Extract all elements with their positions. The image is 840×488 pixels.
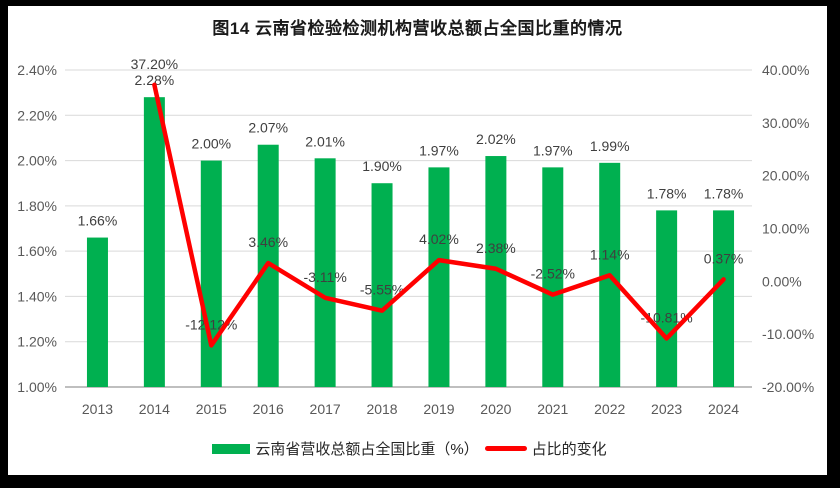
x-axis-label: 2014: [139, 401, 170, 417]
bar-value-label: 2.02%: [476, 131, 516, 147]
bar: [713, 210, 735, 387]
right-axis-tick: 10.00%: [762, 221, 809, 237]
line-value-label: 1.14%: [590, 246, 630, 262]
line-value-label: 37.20%: [131, 56, 178, 72]
left-axis-tick: 2.20%: [17, 107, 57, 123]
left-axis-tick: 1.20%: [17, 334, 57, 350]
bar: [314, 158, 336, 387]
left-axis-tick: 1.40%: [17, 288, 57, 304]
trend-line: [152, 82, 726, 348]
line-value-label: 0.37%: [704, 250, 744, 266]
right-axis-tick: -10.00%: [762, 326, 814, 342]
x-axis-label: 2020: [480, 401, 511, 417]
bar-value-label: 2.28%: [135, 72, 175, 88]
x-axis-label: 2018: [366, 401, 397, 417]
x-axis-label: 2022: [594, 401, 625, 417]
left-axis-tick: 2.00%: [17, 153, 57, 169]
bar: [428, 167, 450, 387]
right-axis-tick: -20.00%: [762, 379, 814, 395]
right-axis-tick: 0.00%: [762, 273, 802, 289]
bar: [656, 210, 678, 387]
x-axis-label: 2016: [253, 401, 284, 417]
chart-title: 图14 云南省检验检测机构营收总额占全国比重的情况: [212, 19, 623, 38]
bar-series-swatch-icon: [212, 443, 251, 454]
left-axis-tick: 1.80%: [17, 198, 57, 214]
bar-value-label: 2.00%: [191, 136, 231, 152]
bar-value-label: 1.99%: [590, 138, 630, 154]
line-value-label: 2.38%: [476, 240, 516, 256]
bar-value-label: 1.97%: [533, 142, 573, 158]
bar-value-label: 2.01%: [305, 133, 345, 149]
bar: [200, 160, 222, 387]
right-axis-tick: 20.00%: [762, 168, 809, 184]
left-axis-tick: 1.00%: [17, 379, 57, 395]
left-axis-tick: 2.40%: [17, 62, 57, 78]
x-axis-label: 2024: [708, 401, 739, 417]
line-value-label: -2.52%: [531, 266, 575, 282]
legend-item-bar: 云南省营收总额占全国比重（%）: [212, 438, 479, 459]
x-axis-label: 2019: [423, 401, 454, 417]
bar-value-label: 1.78%: [647, 185, 687, 201]
bar: [371, 183, 393, 387]
legend-label-bar: 云南省营收总额占全国比重（%）: [255, 441, 479, 458]
bar-value-label: 1.90%: [362, 158, 402, 174]
bar-value-label: 1.66%: [78, 213, 118, 229]
x-axis-label: 2023: [651, 401, 682, 417]
x-axis-label: 2017: [310, 401, 341, 417]
legend-label-line: 占比的变化: [531, 441, 607, 458]
chart-legend: 云南省营收总额占全国比重（%） 占比的变化: [0, 438, 819, 459]
x-axis-label: 2021: [537, 401, 568, 417]
bar: [86, 237, 108, 387]
x-axis-label: 2015: [196, 401, 227, 417]
line-series-swatch-icon: [484, 446, 527, 451]
line-value-label: -3.11%: [303, 269, 346, 285]
bar: [542, 167, 564, 387]
bar: [485, 156, 507, 387]
right-axis-tick: 30.00%: [762, 115, 809, 131]
bar-value-label: 1.97%: [419, 142, 459, 158]
line-value-label: 4.02%: [419, 231, 459, 247]
bar-value-label: 1.78%: [704, 185, 744, 201]
right-axis-tick: 40.00%: [762, 62, 809, 78]
bar: [143, 97, 165, 388]
line-value-label: 3.46%: [248, 234, 288, 250]
left-axis-tick: 1.60%: [17, 243, 57, 259]
x-axis-label: 2013: [82, 401, 113, 417]
bar-value-label: 2.07%: [248, 120, 288, 136]
line-value-label: -5.55%: [360, 282, 404, 298]
legend-item-line: 占比的变化: [484, 438, 607, 459]
